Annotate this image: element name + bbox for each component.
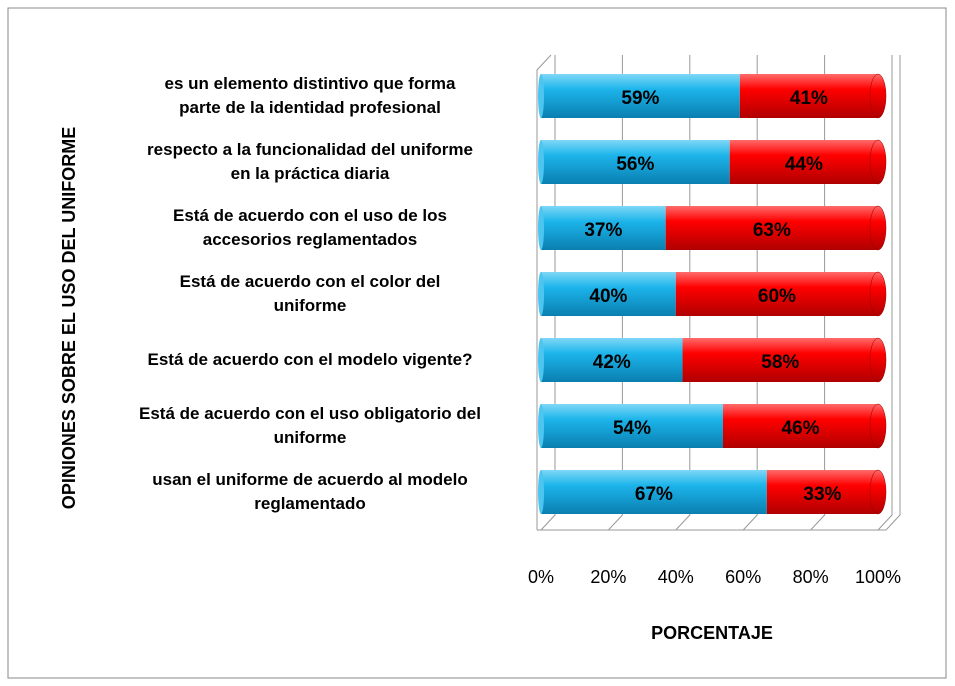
y-tick-label: usan el uniforme de acuerdo al modelo re… <box>152 470 468 513</box>
bar-start <box>538 140 544 184</box>
x-tick-label: 80% <box>793 567 829 587</box>
data-label: 37% <box>584 220 622 241</box>
data-label: 54% <box>613 418 651 439</box>
bar <box>541 272 676 316</box>
bar <box>541 140 730 184</box>
bar-cap <box>869 337 887 383</box>
bar <box>541 74 740 118</box>
y-tick-label: Está de acuerdo con el modelo vigente? <box>147 350 473 369</box>
data-label: 42% <box>593 352 631 373</box>
data-label: 63% <box>753 220 791 241</box>
bar <box>766 470 878 514</box>
data-label: 59% <box>621 88 659 109</box>
bar-cap <box>869 73 887 119</box>
y-tick-label: respecto a la funcionalidad del uniforme… <box>147 140 473 183</box>
data-label: 40% <box>589 286 627 307</box>
bar <box>665 206 878 250</box>
data-label: 33% <box>803 484 841 505</box>
bar-start <box>538 404 544 448</box>
bar-start <box>538 74 544 118</box>
x-axis-title: PORCENTAJE <box>651 623 773 643</box>
y-tick-label: Está de acuerdo con el color del uniform… <box>179 272 441 315</box>
x-tick-label: 20% <box>590 567 626 587</box>
bar <box>541 404 723 448</box>
bar <box>722 404 878 448</box>
bar <box>682 338 878 382</box>
x-tick-label: 0% <box>528 567 554 587</box>
y-axis-title: OPINIONES SOBRE EL USO DEL UNIFORME <box>59 127 79 509</box>
bar <box>675 272 878 316</box>
bar <box>729 140 878 184</box>
bar-cap <box>869 403 887 449</box>
bar-start <box>538 338 544 382</box>
bar-start <box>538 206 544 250</box>
y-tick-label: Está de acuerdo con el uso obligatorio d… <box>139 404 481 447</box>
back-wall-edge <box>536 54 552 530</box>
data-label: 67% <box>635 484 673 505</box>
bar-cap <box>869 469 887 515</box>
x-tick-label: 100% <box>855 567 901 587</box>
bar <box>541 470 767 514</box>
chart-border <box>7 7 947 679</box>
data-label: 46% <box>781 418 819 439</box>
data-label: 56% <box>616 154 654 175</box>
y-tick-label: Está de acuerdo con el uso de los acceso… <box>173 206 447 249</box>
bar-cap <box>869 205 887 251</box>
bar-start <box>538 470 544 514</box>
bar <box>541 206 666 250</box>
data-label: 60% <box>758 286 796 307</box>
x-tick-label: 40% <box>658 567 694 587</box>
y-tick-label: es un elemento distintivo que forma part… <box>164 74 456 117</box>
grid-line <box>877 55 893 531</box>
data-label: 44% <box>785 154 823 175</box>
bar-start <box>538 272 544 316</box>
floor-edge <box>537 55 901 531</box>
bar-cap <box>869 139 887 185</box>
data-label: 41% <box>790 88 828 109</box>
data-label: 58% <box>761 352 799 373</box>
bar <box>739 74 878 118</box>
bar <box>541 338 683 382</box>
x-tick-label: 60% <box>725 567 761 587</box>
bar-cap <box>869 271 887 317</box>
